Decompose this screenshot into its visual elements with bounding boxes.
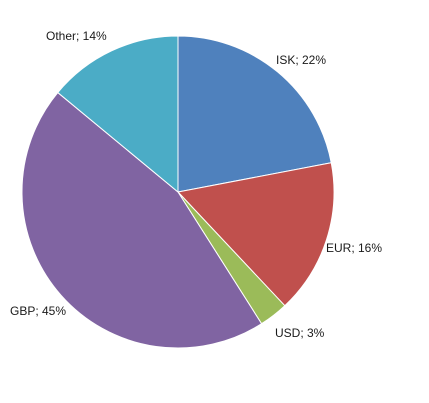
slice-label-gbp: GBP; 45% bbox=[10, 304, 66, 318]
slice-label-other: Other; 14% bbox=[46, 29, 107, 43]
pie-slices bbox=[21, 35, 335, 349]
slice-label-usd: USD; 3% bbox=[275, 326, 325, 340]
slice-label-isk: ISK; 22% bbox=[276, 53, 326, 67]
pie-slice-gbp bbox=[21, 91, 263, 349]
pie-slice-other bbox=[57, 35, 179, 194]
slice-labels: ISK; 22% EUR; 16% USD; 3% GBP; 45% Other… bbox=[10, 29, 382, 340]
slice-label-eur: EUR; 16% bbox=[326, 241, 382, 255]
pie-slice-eur bbox=[177, 162, 335, 307]
pie-slice-isk bbox=[177, 35, 332, 193]
